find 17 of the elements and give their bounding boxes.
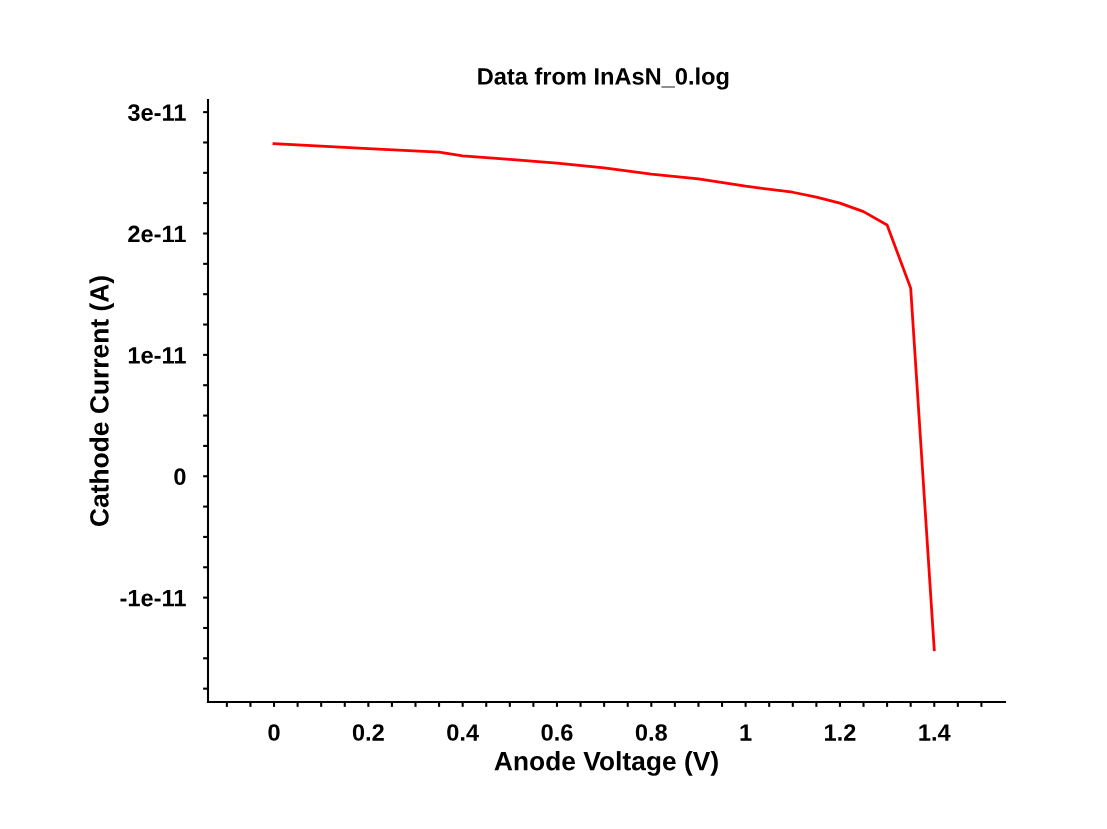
x-tick-label: 0.8 (635, 724, 667, 741)
y-tick-label: 2e-11 (128, 225, 186, 243)
y-tick-label: 1e-11 (128, 347, 186, 364)
x-axis-title: Anode Voltage (V) (494, 751, 718, 776)
y-axis-title: Cathode Current (A) (89, 276, 114, 526)
y-tick-label: -1e-11 (120, 589, 186, 607)
x-tick-label: 0 (268, 724, 280, 741)
x-tick-label: 0.6 (541, 724, 573, 741)
line-series (272, 142, 936, 652)
y-tick-label: 3e-11 (127, 104, 186, 121)
x-tick-label: 1.2 (825, 724, 856, 741)
x-tick-label: 1 (740, 724, 752, 741)
chart-subtitle: Data from InAsN_0.log (478, 67, 729, 90)
y-tick-label: 0 (174, 468, 186, 486)
x-tick-label: 0.4 (447, 724, 479, 741)
x-tick-label: 0.2 (352, 724, 384, 741)
x-tick-label: 1.4 (919, 724, 951, 741)
